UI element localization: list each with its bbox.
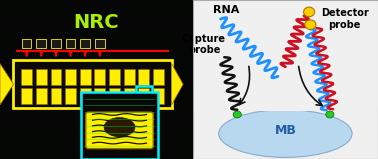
Bar [66, 39, 75, 48]
Bar [51, 39, 61, 48]
Bar [36, 39, 46, 48]
Circle shape [233, 111, 241, 118]
Ellipse shape [219, 110, 352, 157]
Circle shape [304, 7, 314, 17]
Bar [109, 88, 120, 104]
Text: RNA: RNA [213, 5, 239, 15]
Circle shape [326, 111, 334, 118]
Bar [94, 69, 105, 85]
Bar [22, 39, 31, 48]
Text: NRC: NRC [74, 13, 119, 32]
Circle shape [305, 20, 316, 29]
Bar [51, 88, 61, 104]
Bar [81, 39, 90, 48]
Bar [124, 88, 135, 104]
Bar [65, 69, 76, 85]
Bar [21, 88, 32, 104]
Bar [193, 0, 378, 111]
Bar [109, 69, 120, 85]
Bar [81, 92, 158, 159]
FancyBboxPatch shape [86, 112, 153, 149]
Bar [16, 62, 169, 106]
Bar [36, 69, 46, 85]
Bar [21, 69, 32, 85]
Ellipse shape [104, 118, 135, 137]
Text: Detector
probe: Detector probe [321, 8, 369, 30]
Text: MB: MB [274, 124, 296, 137]
Bar [138, 88, 149, 104]
Bar [80, 69, 91, 85]
Bar [36, 88, 46, 104]
Bar [65, 88, 76, 104]
Bar [153, 88, 164, 104]
Bar [94, 88, 105, 104]
Bar [138, 69, 149, 85]
Bar [136, 86, 152, 107]
Text: Capture
probe: Capture probe [182, 34, 226, 55]
Bar [124, 69, 135, 85]
Bar [80, 88, 91, 104]
Bar [153, 69, 164, 85]
Bar [95, 39, 105, 48]
Polygon shape [172, 64, 183, 105]
Bar [14, 60, 172, 108]
Polygon shape [0, 64, 14, 105]
Bar [51, 69, 61, 85]
